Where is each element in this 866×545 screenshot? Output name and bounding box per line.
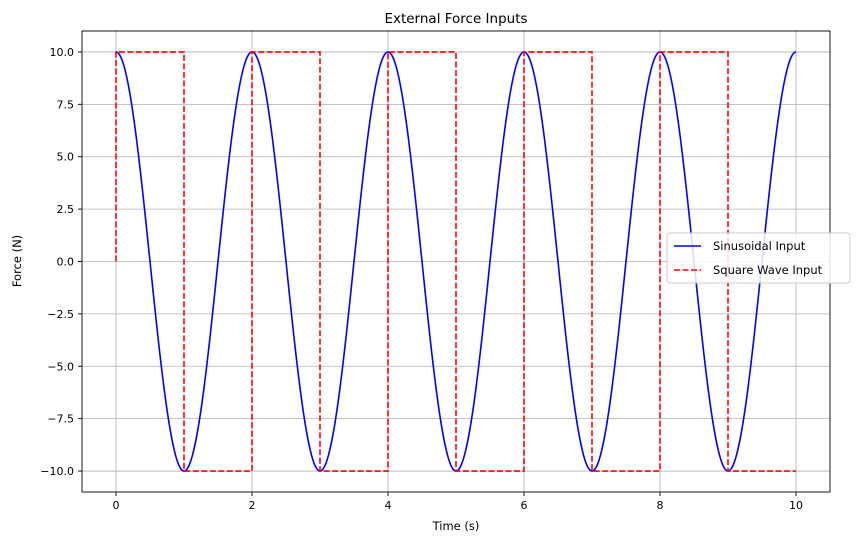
x-tick-label: 0: [113, 499, 120, 512]
x-tick-label: 2: [249, 499, 256, 512]
x-tick-label: 8: [657, 499, 664, 512]
x-axis-label: Time (s): [432, 519, 480, 533]
legend-box: [666, 232, 851, 284]
legend-label-square: Square Wave Input: [713, 263, 823, 277]
legend: Sinusoidal Input Square Wave Input: [666, 232, 851, 284]
y-tick-label: 0.0: [57, 256, 75, 269]
y-tick-label: −7.5: [47, 413, 74, 426]
y-tick-label: 10.0: [50, 46, 75, 59]
y-tick-label: −5.0: [47, 360, 74, 373]
chart-title: External Force Inputs: [384, 11, 527, 27]
x-tick-label: 10: [789, 499, 803, 512]
y-axis-label: Force (N): [10, 235, 24, 287]
y-tick-label: 7.5: [57, 98, 75, 111]
y-tick-label: −2.5: [47, 308, 74, 321]
y-tick-label: 2.5: [57, 203, 75, 216]
series-lines: [115, 51, 797, 472]
x-tick-label: 6: [521, 499, 528, 512]
y-tick-label: 5.0: [57, 151, 75, 164]
legend-label-sinusoidal: Sinusoidal Input: [713, 239, 806, 253]
series-line-square-wave: [115, 51, 796, 472]
ticks: 0 2 4 6 8 10 −10.0 −7.5 −5.0 −2.5 0.0 2.5 5.0 7.5 10.0: [40, 46, 803, 512]
y-tick-label: −10.0: [40, 465, 74, 478]
x-tick-label: 4: [385, 499, 392, 512]
